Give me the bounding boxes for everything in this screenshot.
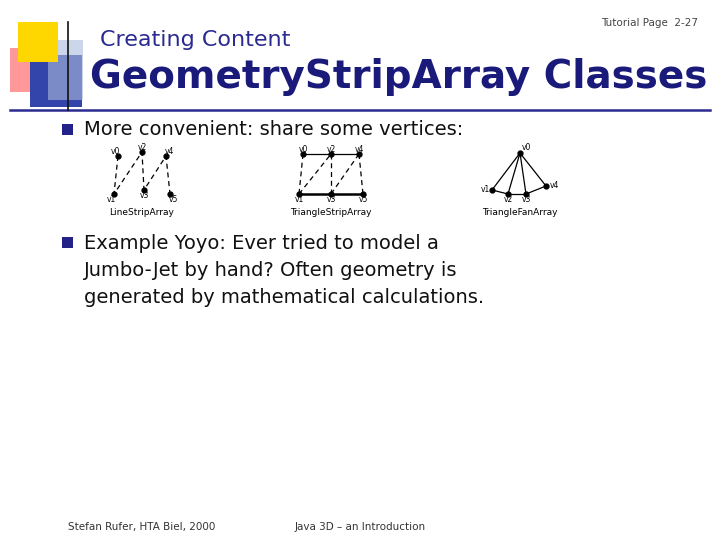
Text: generated by mathematical calculations.: generated by mathematical calculations. [84, 288, 484, 307]
Bar [30, 55, 82, 107]
Text: v4: v4 [549, 181, 559, 191]
Text: LineStripArray: LineStripArray [109, 208, 174, 217]
Text: v1: v1 [294, 194, 304, 204]
Text: v3: v3 [326, 194, 336, 204]
Text: Java 3D – an Introduction: Java 3D – an Introduction [295, 522, 426, 532]
Text: v3: v3 [521, 194, 531, 204]
Text: v1: v1 [107, 194, 116, 204]
Text: GeometryStripArray Classes: GeometryStripArray Classes [90, 58, 707, 96]
Bar [18, 22, 58, 62]
Text: v2: v2 [503, 194, 513, 204]
Text: v4: v4 [164, 146, 174, 156]
Text: v2: v2 [326, 145, 336, 153]
Text: v5: v5 [359, 194, 368, 204]
Text: v3: v3 [139, 191, 149, 199]
Bar [10, 48, 54, 92]
Text: v2: v2 [138, 143, 147, 152]
Text: v0: v0 [110, 146, 120, 156]
Text: TriangleStripArray: TriangleStripArray [290, 208, 372, 217]
Bar [62, 124, 73, 135]
Bar [48, 40, 83, 100]
Text: TriangleFanArray: TriangleFanArray [482, 208, 558, 217]
Text: Tutorial Page  2-27: Tutorial Page 2-27 [601, 18, 698, 28]
Bar [10, 48, 54, 92]
Text: Stefan Rufer, HTA Biel, 2000: Stefan Rufer, HTA Biel, 2000 [68, 522, 215, 532]
Text: v4: v4 [354, 145, 364, 153]
Bar [62, 237, 73, 248]
Text: v0: v0 [521, 144, 531, 152]
Text: Creating Content: Creating Content [100, 30, 290, 50]
Text: v1: v1 [480, 186, 490, 194]
Text: More convenient: share some vertices:: More convenient: share some vertices: [84, 120, 463, 139]
Text: v0: v0 [298, 145, 307, 153]
Text: Jumbo-Jet by hand? Often geometry is: Jumbo-Jet by hand? Often geometry is [84, 261, 457, 280]
Text: v5: v5 [168, 194, 178, 204]
Text: Example Yoyo: Ever tried to model a: Example Yoyo: Ever tried to model a [84, 234, 439, 253]
